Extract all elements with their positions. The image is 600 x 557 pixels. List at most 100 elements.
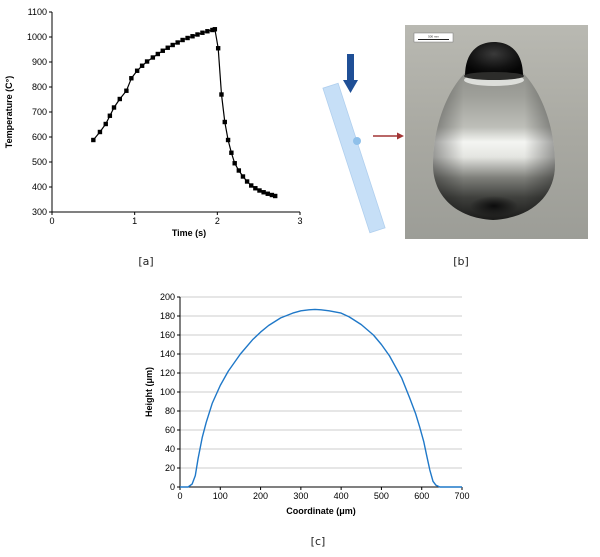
data-point (170, 42, 175, 48)
data-point (269, 192, 275, 198)
data-point (210, 27, 215, 33)
y-tick-label: 140 (160, 349, 175, 359)
y-tick-label: 300 (32, 207, 47, 217)
data-point (139, 63, 145, 68)
y-tick-label: 0 (170, 482, 175, 492)
panel-a: 0 1 2 3 300 400 500 600 700 800 900 1000 1100 Time (… (4, 7, 303, 268)
y-tick-label: 1100 (28, 7, 47, 17)
y-tick-label: 900 (32, 57, 47, 67)
data-point (103, 121, 108, 127)
caption-b: [b] (453, 255, 469, 268)
data-point (253, 186, 258, 191)
caption-c: [c] (311, 535, 326, 548)
data-point (175, 40, 180, 45)
data-point (222, 119, 227, 125)
height-chart-ylabel: Height (μm) (144, 367, 154, 417)
arrow-right-icon (397, 132, 404, 140)
substrate-schematic (322, 54, 404, 234)
x-tick-label: 300 (293, 491, 308, 501)
y-tick-label: 80 (165, 406, 175, 416)
data-point (249, 183, 254, 188)
y-tick-label: 800 (32, 82, 47, 92)
data-point (129, 76, 134, 81)
droplet-bottom-shadow (470, 196, 518, 216)
y-tick-label: 120 (160, 368, 175, 378)
temperature-chart: 0 1 2 3 300 400 500 600 700 800 900 1000 1100 (27, 7, 303, 226)
data-point (212, 27, 218, 32)
x-tick-label: 0 (49, 216, 54, 226)
data-point (117, 96, 122, 102)
data-point (215, 46, 221, 51)
droplet-cap (465, 42, 523, 76)
y-tick-label: 100 (160, 387, 175, 397)
data-point (190, 34, 195, 39)
droplet-shading (433, 70, 555, 220)
arrow-down-shaft (347, 54, 354, 81)
y-tick-label: 40 (165, 444, 175, 454)
y-tick-label: 180 (160, 311, 175, 321)
data-point (225, 137, 231, 143)
y-tick-label: 500 (32, 157, 47, 167)
height-profile-chart: 0 100 200 300 400 500 600 700 0 20 40 60 80 100 120 140… (160, 292, 470, 501)
temperature-chart-xlabel: Time (s) (172, 228, 206, 238)
data-point (144, 59, 150, 64)
data-point (185, 35, 190, 41)
y-tick-label: 400 (32, 182, 47, 192)
droplet-dot (353, 137, 361, 145)
data-point (200, 30, 205, 35)
data-point (265, 191, 270, 196)
data-point (180, 37, 185, 43)
x-tick-label: 3 (297, 216, 302, 226)
data-point (229, 150, 234, 155)
y-tick-label: 200 (160, 292, 175, 302)
height-chart-xlabel: Coordinate (μm) (286, 506, 356, 516)
y-tick-label: 160 (160, 330, 175, 340)
caption-a: [a] (138, 255, 153, 268)
data-point (111, 105, 117, 110)
x-tick-label: 1 (132, 216, 137, 226)
data-point (155, 51, 161, 57)
data-point (91, 137, 96, 143)
panel-c: 0 100 200 300 400 500 600 700 0 20 40 60 80 100 120 140… (144, 292, 470, 548)
panel-b: 500 mm [b] (322, 25, 588, 268)
temperature-chart-ylabel: Temperature (C°) (4, 76, 14, 148)
y-tick-label: 600 (32, 132, 47, 142)
data-point (97, 129, 103, 135)
data-point (236, 168, 242, 173)
y-tick-label: 1000 (27, 32, 47, 42)
data-point (261, 190, 266, 195)
data-point (240, 174, 246, 179)
data-point (195, 32, 200, 37)
data-point (232, 161, 237, 166)
data-point (150, 55, 156, 60)
x-tick-label: 200 (253, 491, 268, 501)
y-tick-label: 60 (165, 425, 175, 435)
y-tick-label: 20 (165, 463, 175, 473)
arrow-down-icon (343, 80, 358, 93)
data-point (107, 113, 113, 118)
x-tick-label: 0 (177, 491, 182, 501)
x-tick-label: 2 (215, 216, 220, 226)
data-point (134, 68, 140, 73)
data-point (244, 179, 250, 184)
x-tick-label: 400 (334, 491, 349, 501)
data-point (205, 29, 210, 34)
scale-bar-box (413, 32, 454, 43)
droplet-photo: 500 mm (405, 25, 588, 239)
data-point (257, 188, 262, 193)
x-tick-label: 100 (213, 491, 228, 501)
y-tick-label: 700 (32, 107, 47, 117)
data-point (124, 88, 129, 93)
data-point (165, 45, 170, 50)
droplet-cap-rim (464, 72, 524, 80)
x-tick-label: 500 (374, 491, 389, 501)
data-point (273, 193, 278, 199)
tilted-substrate (322, 82, 386, 234)
x-tick-label: 600 (414, 491, 429, 501)
data-point (219, 92, 224, 97)
scale-bar-label: 500 mm (428, 34, 439, 38)
data-point (160, 48, 165, 53)
x-tick-label: 700 (454, 491, 469, 501)
series-line (92, 28, 276, 197)
